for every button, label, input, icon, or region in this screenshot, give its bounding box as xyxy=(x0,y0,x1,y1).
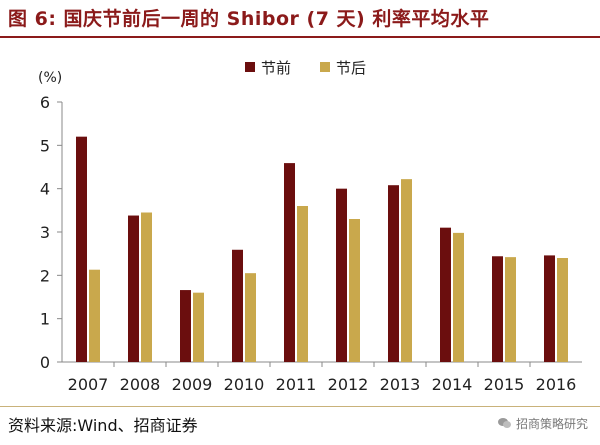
x-tick-label: 2009 xyxy=(172,375,213,394)
x-tick-label: 2013 xyxy=(380,375,421,394)
x-tick-label: 2011 xyxy=(276,375,317,394)
title-divider xyxy=(0,36,600,38)
y-tick-label: 4 xyxy=(40,180,50,199)
bar-before xyxy=(180,290,191,362)
y-tick-label: 3 xyxy=(40,223,50,242)
legend-label: 节后 xyxy=(336,59,366,77)
legend-label: 节前 xyxy=(261,59,291,77)
watermark-text: 招商策略研究 xyxy=(515,417,588,431)
y-tick-label: 2 xyxy=(40,266,50,285)
bar-chart: (%) 0 1 2 3 4 5 6 2007 2008 2009 2010 2011 2012 2013 20… xyxy=(38,59,582,394)
y-tick-label: 6 xyxy=(40,93,50,112)
y-tick-label: 1 xyxy=(40,310,50,329)
x-tick-label: 2007 xyxy=(68,375,109,394)
source-note: 资料来源:Wind、招商证券 xyxy=(8,416,198,435)
bar-after xyxy=(89,269,100,362)
y-tick-label: 5 xyxy=(40,136,50,155)
y-axis-label: (%) xyxy=(38,70,62,86)
bar-before xyxy=(336,188,347,362)
legend-swatch xyxy=(320,62,330,72)
bar-after xyxy=(245,273,256,362)
source-divider xyxy=(0,406,600,407)
x-tick-label: 2012 xyxy=(328,375,369,394)
bar-after xyxy=(193,292,204,362)
bar-before xyxy=(544,255,555,362)
bar-after xyxy=(297,206,308,362)
bar-after xyxy=(505,257,516,362)
x-tick-label: 2008 xyxy=(120,375,161,394)
legend-swatch xyxy=(245,62,255,72)
bar-before xyxy=(440,227,451,362)
wechat-icon xyxy=(497,418,512,429)
bar-after xyxy=(453,232,464,362)
bar-after xyxy=(141,212,152,362)
bar-before xyxy=(128,215,139,362)
bar-after xyxy=(557,258,568,362)
y-tick-label: 0 xyxy=(40,353,50,372)
figure-title: 图 6: 国庆节前后一周的 Shibor (7 天) 利率平均水平 xyxy=(8,8,490,30)
bar-before xyxy=(76,136,87,362)
watermark: 招商策略研究 xyxy=(497,415,588,432)
bar-before xyxy=(232,249,243,362)
bar-before xyxy=(388,185,399,362)
x-tick-label: 2010 xyxy=(224,375,265,394)
x-tick-label: 2016 xyxy=(536,375,577,394)
x-tick-label: 2014 xyxy=(432,375,473,394)
bar-before xyxy=(284,163,295,362)
x-tick-label: 2015 xyxy=(484,375,525,394)
bar-after xyxy=(401,179,412,362)
bar-after xyxy=(349,219,360,362)
bar-before xyxy=(492,256,503,362)
